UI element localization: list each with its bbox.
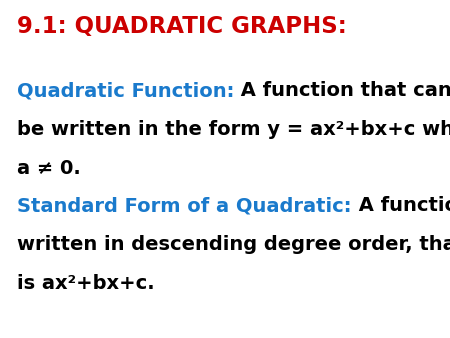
Text: be written in the form y = ax²+bx+c where: be written in the form y = ax²+bx+c wher… bbox=[17, 120, 450, 139]
Text: A function: A function bbox=[351, 196, 450, 215]
Text: Quadratic Function:: Quadratic Function: bbox=[17, 81, 234, 100]
Text: is ax²+bx+c.: is ax²+bx+c. bbox=[17, 274, 155, 293]
Text: written in descending degree order, that: written in descending degree order, that bbox=[17, 235, 450, 254]
Text: 9.1: QUADRATIC GRAPHS:: 9.1: QUADRATIC GRAPHS: bbox=[17, 15, 347, 38]
Text: a ≠ 0.: a ≠ 0. bbox=[17, 159, 81, 178]
Text: A function that can: A function that can bbox=[234, 81, 450, 100]
Text: Standard Form of a Quadratic:: Standard Form of a Quadratic: bbox=[17, 196, 351, 215]
